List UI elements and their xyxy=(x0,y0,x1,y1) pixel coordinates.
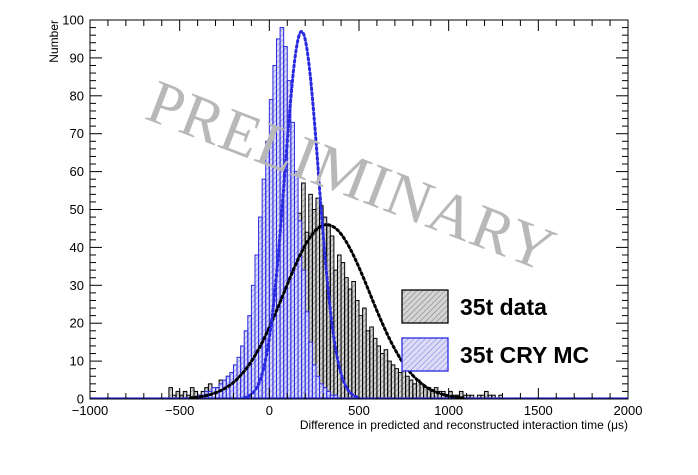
legend-swatch xyxy=(401,337,449,372)
legend-label: 35t data xyxy=(460,294,547,320)
y-tick-label: 100 xyxy=(62,13,84,28)
y-tick-label: 70 xyxy=(70,126,84,141)
x-tick-label: −500 xyxy=(165,403,194,418)
legend: 35t data 35t CRY MC xyxy=(401,289,589,372)
x-tick-label: −1000 xyxy=(72,403,109,418)
histogram-fill xyxy=(197,27,338,400)
x-tick-label: 1500 xyxy=(524,403,553,418)
y-tick-label: 20 xyxy=(70,316,84,331)
fit-curve-mc xyxy=(242,29,361,400)
y-tick-label: 50 xyxy=(70,202,84,217)
legend-label: 35t CRY MC xyxy=(460,342,589,368)
y-tick-label: 0 xyxy=(77,392,84,407)
histogram-fill xyxy=(168,182,503,399)
y-tick-label: 40 xyxy=(70,240,84,255)
fit-curve-data xyxy=(188,223,465,400)
y-tick-label: 80 xyxy=(70,88,84,103)
x-tick-label: 500 xyxy=(348,403,370,418)
axes: −1000 −500 0 500 1000 1500 2000 0 10 20 30 40 50 60 70… xyxy=(47,13,642,433)
x-tick-label: 0 xyxy=(266,403,273,418)
legend-entry-mc: 35t CRY MC xyxy=(401,337,589,372)
x-tick-label: 2000 xyxy=(614,403,643,418)
y-tick-label: 10 xyxy=(70,354,84,369)
y-tick-label: 90 xyxy=(70,50,84,65)
x-tick-label: 1000 xyxy=(434,403,463,418)
y-axis-label: Number xyxy=(47,20,61,63)
x-axis-label: Difference in predicted and reconstructe… xyxy=(300,418,628,432)
legend-entry-data: 35t data xyxy=(401,289,547,324)
y-tick-label: 60 xyxy=(70,164,84,179)
legend-swatch xyxy=(401,289,449,324)
y-tick-label: 30 xyxy=(70,278,84,293)
